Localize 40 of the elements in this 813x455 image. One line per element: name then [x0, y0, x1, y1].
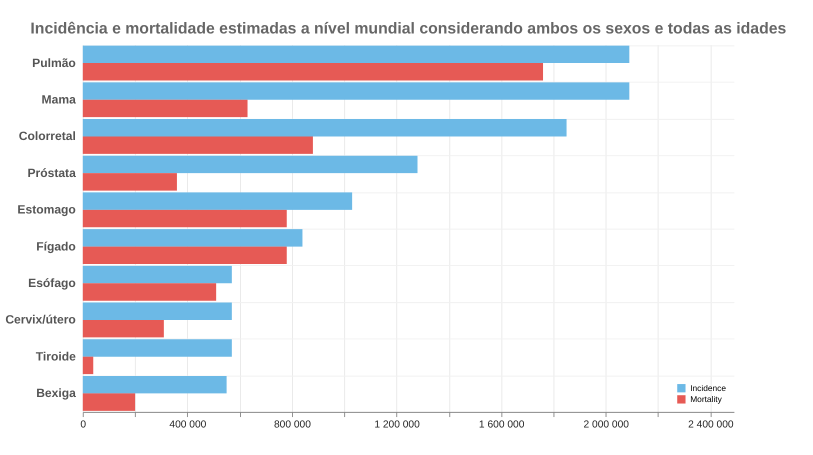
- bar: [82, 100, 248, 118]
- y-tick-label: Pulmão: [32, 56, 76, 70]
- bar: [82, 302, 232, 320]
- x-tick-label: 1 600 000: [478, 419, 525, 430]
- y-tick-label: Esófago: [28, 276, 76, 290]
- y-tick-label: Cervix/útero: [5, 312, 76, 327]
- x-tick-label: 2 400 000: [688, 419, 734, 430]
- bar: [82, 283, 216, 301]
- y-tick-label: Próstata: [27, 166, 76, 180]
- x-tick-label: 800 000: [274, 419, 312, 430]
- bar: [82, 393, 136, 411]
- bar: [82, 229, 302, 247]
- bar: [82, 266, 232, 284]
- legend-label: Incidence: [690, 383, 726, 394]
- bar: [82, 246, 287, 264]
- y-tick-label: Mama: [42, 92, 76, 106]
- y-tick-label: Fígado: [36, 239, 76, 254]
- bar: [82, 46, 630, 64]
- y-tick-label: Tiroide: [36, 349, 76, 364]
- x-tick-label: 1 200 000: [374, 419, 420, 430]
- x-tick-label: 400 000: [169, 419, 207, 430]
- bar: [82, 376, 227, 394]
- chart-title: Incidência e mortalidade estimadas a nível mundial considerando ambos os sexos e todas as idades: [30, 20, 787, 38]
- legend-label: Mortality: [690, 394, 723, 404]
- bar: [82, 210, 287, 228]
- bar: [82, 320, 164, 338]
- y-tick-label: Estomago: [17, 202, 76, 217]
- bar: [82, 339, 232, 357]
- bar: [82, 136, 313, 154]
- x-tick-label: 0: [80, 419, 86, 430]
- bar: [82, 63, 544, 80]
- bar: [82, 192, 352, 210]
- bar: [82, 173, 177, 191]
- bar: [82, 156, 418, 174]
- bar: [82, 82, 630, 100]
- bar: [82, 119, 567, 136]
- x-tick-label: 2 000 000: [584, 419, 630, 430]
- y-tick-label: Bexiga: [36, 386, 76, 400]
- y-tick-label: Colorretal: [18, 129, 76, 144]
- bar: [82, 356, 94, 374]
